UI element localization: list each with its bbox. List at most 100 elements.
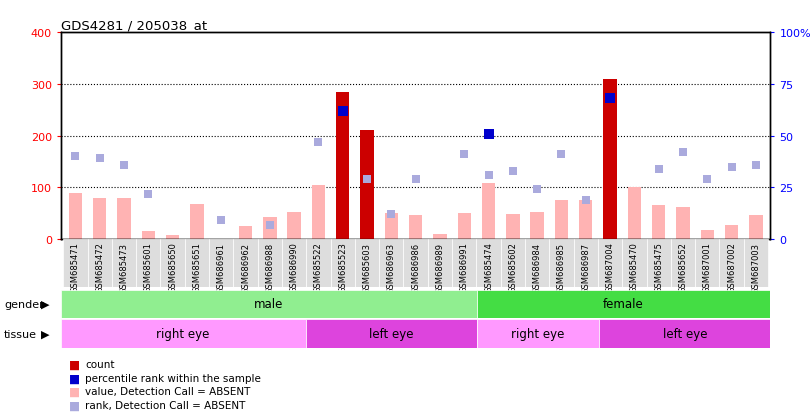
- Text: GSM685471: GSM685471: [71, 242, 80, 293]
- Bar: [409, 215, 423, 240]
- Bar: [719, 240, 744, 287]
- Bar: [506, 215, 520, 240]
- Bar: [191, 204, 204, 240]
- Text: ■: ■: [69, 385, 80, 398]
- Bar: [61, 290, 477, 318]
- Bar: [603, 79, 616, 240]
- Text: rank, Detection Call = ABSENT: rank, Detection Call = ABSENT: [85, 400, 246, 410]
- Bar: [628, 188, 641, 240]
- Text: GSM685650: GSM685650: [168, 242, 177, 293]
- Bar: [112, 240, 136, 287]
- Text: GSM686961: GSM686961: [217, 242, 225, 293]
- Text: GSM686985: GSM686985: [557, 242, 566, 293]
- Bar: [209, 240, 234, 287]
- Text: GSM686989: GSM686989: [436, 242, 444, 293]
- Bar: [725, 225, 738, 240]
- Text: ▶: ▶: [41, 299, 49, 309]
- Bar: [476, 240, 500, 287]
- Bar: [549, 240, 573, 287]
- Bar: [404, 240, 427, 287]
- Text: percentile rank within the sample: percentile rank within the sample: [85, 373, 261, 383]
- Text: GSM685602: GSM685602: [508, 242, 517, 293]
- Text: GSM686988: GSM686988: [265, 242, 274, 293]
- Bar: [646, 240, 671, 287]
- Text: GSM686984: GSM686984: [533, 242, 542, 293]
- Text: GSM685472: GSM685472: [95, 242, 104, 293]
- Bar: [598, 240, 622, 287]
- Bar: [579, 201, 593, 240]
- Bar: [652, 206, 665, 240]
- Bar: [573, 240, 598, 287]
- Bar: [622, 240, 646, 287]
- Bar: [93, 198, 106, 240]
- Bar: [671, 240, 695, 287]
- Text: ■: ■: [69, 399, 80, 412]
- Bar: [360, 131, 374, 240]
- Bar: [306, 320, 477, 348]
- Bar: [427, 240, 452, 287]
- Text: value, Detection Call = ABSENT: value, Detection Call = ABSENT: [85, 387, 251, 396]
- Text: GSM686987: GSM686987: [581, 242, 590, 293]
- Bar: [452, 240, 476, 287]
- Text: right eye: right eye: [157, 327, 210, 340]
- Text: GSM687001: GSM687001: [703, 242, 712, 293]
- Bar: [161, 240, 185, 287]
- Bar: [555, 200, 569, 240]
- Bar: [142, 231, 155, 240]
- Text: GSM686991: GSM686991: [460, 242, 469, 293]
- Bar: [500, 240, 525, 287]
- Bar: [185, 240, 209, 287]
- Bar: [676, 207, 689, 240]
- Text: count: count: [85, 359, 114, 369]
- Bar: [433, 235, 447, 240]
- Bar: [457, 214, 471, 240]
- Bar: [88, 240, 112, 287]
- Text: ■: ■: [69, 358, 80, 371]
- Text: GSM686962: GSM686962: [241, 242, 250, 293]
- Text: GSM685651: GSM685651: [192, 242, 201, 293]
- Text: left eye: left eye: [663, 327, 707, 340]
- Text: GSM687003: GSM687003: [751, 242, 761, 293]
- Bar: [355, 240, 380, 287]
- Text: GSM686963: GSM686963: [387, 242, 396, 293]
- Text: right eye: right eye: [511, 327, 564, 340]
- Text: GSM687002: GSM687002: [727, 242, 736, 293]
- Bar: [263, 217, 277, 240]
- Text: gender: gender: [4, 299, 44, 309]
- Text: ■: ■: [69, 371, 80, 385]
- Text: GDS4281 / 205038_at: GDS4281 / 205038_at: [61, 19, 207, 32]
- Bar: [234, 240, 258, 287]
- Text: GSM685522: GSM685522: [314, 242, 323, 292]
- Bar: [136, 240, 161, 287]
- Bar: [282, 240, 307, 287]
- Text: GSM685652: GSM685652: [679, 242, 688, 293]
- Text: tissue: tissue: [4, 329, 37, 339]
- Bar: [69, 193, 82, 240]
- Text: female: female: [603, 297, 644, 311]
- Text: GSM685475: GSM685475: [654, 242, 663, 293]
- Text: GSM685473: GSM685473: [119, 242, 128, 293]
- Bar: [380, 240, 404, 287]
- Bar: [749, 215, 762, 240]
- Bar: [238, 226, 252, 240]
- Bar: [599, 320, 770, 348]
- Text: ▶: ▶: [41, 329, 49, 339]
- Text: GSM686986: GSM686986: [411, 242, 420, 293]
- Bar: [61, 320, 306, 348]
- Bar: [336, 93, 350, 240]
- Bar: [530, 213, 544, 240]
- Bar: [258, 240, 282, 287]
- Text: GSM686990: GSM686990: [290, 242, 298, 293]
- Bar: [166, 235, 179, 240]
- Text: GSM685601: GSM685601: [144, 242, 152, 293]
- Bar: [118, 198, 131, 240]
- Bar: [307, 240, 331, 287]
- Text: male: male: [254, 297, 284, 311]
- Bar: [63, 240, 88, 287]
- Bar: [384, 214, 398, 240]
- Bar: [744, 240, 768, 287]
- Text: left eye: left eye: [369, 327, 414, 340]
- Bar: [331, 240, 355, 287]
- Bar: [482, 184, 496, 240]
- Text: GSM685470: GSM685470: [630, 242, 639, 293]
